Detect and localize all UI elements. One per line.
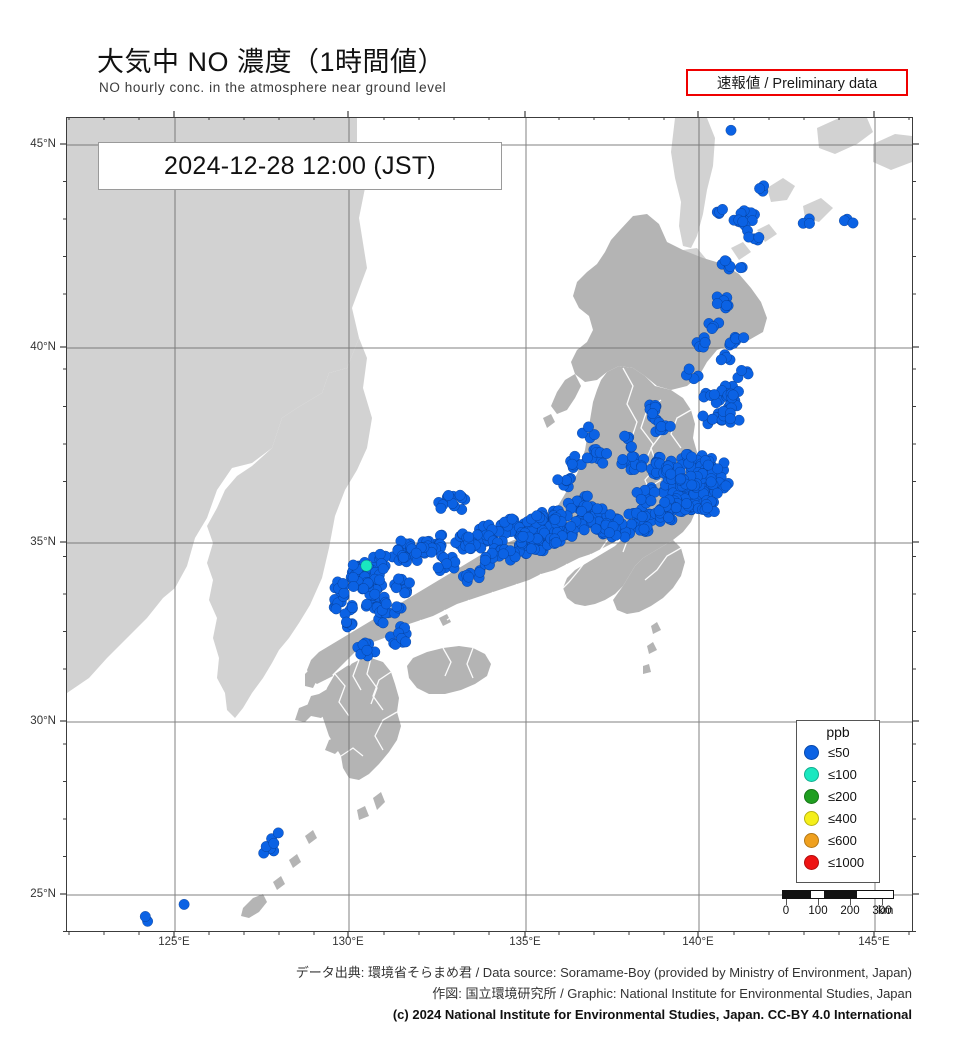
y-tick-45n: 45°N: [30, 138, 56, 150]
x-tick-135e: 135°E: [509, 936, 541, 948]
legend-item[interactable]: ≤600: [797, 829, 879, 851]
legend-box: ppb ≤50 ≤100 ≤200 ≤400 ≤600 ≤1000: [796, 720, 880, 883]
scale-label-2: 200: [840, 905, 860, 917]
y-tick-40n: 40°N: [30, 341, 56, 353]
x-tick-125e: 125°E: [158, 936, 190, 948]
legend-label-4: ≤600: [828, 832, 857, 848]
scale-label-1: 100: [808, 905, 828, 917]
map-gridlines: [67, 118, 912, 931]
legend-title: ppb: [826, 724, 850, 740]
legend-swatch-5: [804, 854, 819, 870]
timestamp-box: 2024-12-28 12:00 (JST): [98, 142, 502, 190]
legend-label-0: ≤50: [828, 744, 850, 760]
legend-item[interactable]: ≤1000: [797, 851, 879, 873]
legend-swatch-2: [804, 788, 819, 804]
legend-swatch-3: [804, 810, 819, 826]
scale-tick-3: [882, 899, 883, 905]
legend-swatch-0: [804, 744, 819, 760]
header: 大気中 NO 濃度（1時間値） NO hourly conc. in the a…: [0, 0, 980, 117]
scale-bar-segments: [782, 890, 894, 899]
scale-tick-0: [786, 899, 787, 905]
footer-data-source: データ出典: 環境省そらまめ君 / Data source: Soramame-…: [295, 965, 912, 980]
scale-seg-4: [856, 891, 893, 898]
scale-label-3: 300: [872, 905, 892, 917]
scale-label-0: 0: [782, 905, 790, 917]
y-tick-25n: 25°N: [30, 888, 56, 900]
scale-bar: 0 100 200 300 km: [782, 890, 908, 926]
map-plot-area[interactable]: 2024-12-28 12:00 (JST) ppb ≤50 ≤100 ≤200…: [66, 117, 913, 932]
footer: データ出典: 環境省そらまめ君 / Data source: Soramame-…: [0, 962, 980, 1025]
footer-graphic-credit: 作図: 国立環境研究所 / Graphic: National Institut…: [432, 986, 912, 1001]
legend-swatch-4: [804, 832, 819, 848]
scale-unit-label: km: [878, 905, 894, 917]
legend-item[interactable]: ≤100: [797, 763, 879, 785]
scale-seg-3: [823, 891, 857, 898]
y-tick-30n: 30°N: [30, 715, 56, 727]
scale-seg-2: [810, 891, 824, 898]
page-title: 大気中 NO 濃度（1時間値）: [97, 47, 446, 77]
scale-tick-2: [850, 899, 851, 905]
legend-item[interactable]: ≤400: [797, 807, 879, 829]
page-subtitle: NO hourly conc. in the atmosphere near g…: [99, 80, 447, 95]
scale-tick-1: [818, 899, 819, 905]
footer-copyright: (c) 2024 National Institute for Environm…: [392, 1007, 912, 1022]
x-tick-140e: 140°E: [682, 936, 714, 948]
legend-item[interactable]: ≤200: [797, 785, 879, 807]
scale-seg-1: [783, 891, 811, 898]
preliminary-data-badge: 速報値 / Preliminary data: [686, 69, 908, 96]
legend-swatch-1: [804, 766, 819, 782]
timestamp-label: 2024-12-28 12:00 (JST): [163, 151, 437, 180]
x-tick-130e: 130°E: [332, 936, 364, 948]
legend-label-5: ≤1000: [828, 854, 865, 870]
y-tick-35n: 35°N: [30, 536, 56, 548]
legend-item[interactable]: ≤50: [797, 741, 879, 763]
legend-label-3: ≤400: [828, 810, 857, 826]
map-canvas: [67, 118, 912, 931]
x-tick-145e: 145°E: [858, 936, 890, 948]
legend-label-1: ≤100: [828, 766, 857, 782]
station-markers: [139, 124, 859, 927]
legend-label-2: ≤200: [828, 788, 857, 804]
